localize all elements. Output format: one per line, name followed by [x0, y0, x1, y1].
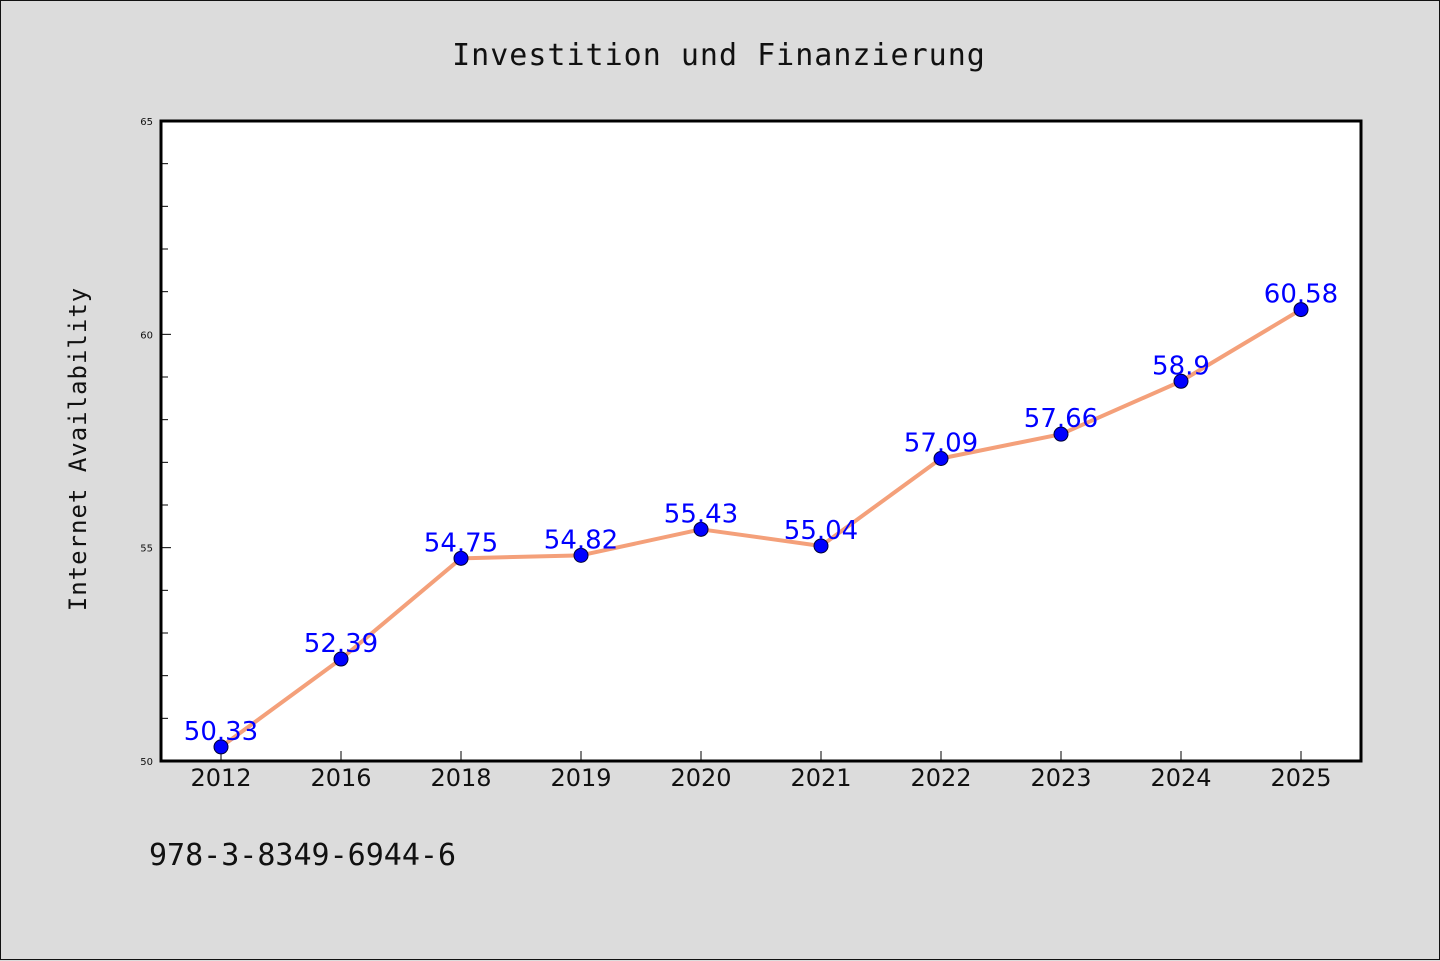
- data-point: [933, 450, 949, 466]
- x-tick-label: 2025: [1270, 764, 1331, 792]
- data-label: 57.09: [904, 428, 978, 458]
- data-label: 54.82: [544, 525, 618, 555]
- x-tick-label: 2020: [670, 764, 731, 792]
- data-label: 50.33: [184, 717, 258, 747]
- data-point: [1173, 373, 1189, 389]
- data-label: 60.58: [1264, 280, 1338, 310]
- x-tick-label: 2016: [310, 764, 371, 792]
- x-tick-label: 2022: [910, 764, 971, 792]
- y-tick-label: 55: [140, 544, 153, 555]
- x-tick-label: 2024: [1150, 764, 1211, 792]
- data-point: [693, 521, 709, 537]
- data-point: [573, 547, 589, 563]
- x-tick-label: 2018: [430, 764, 491, 792]
- x-tick-label: 2012: [190, 764, 251, 792]
- x-tick-label: 2023: [1030, 764, 1091, 792]
- data-label: 58.9: [1152, 351, 1210, 381]
- plot-area: [161, 121, 1361, 761]
- data-label: 57.66: [1024, 404, 1098, 434]
- data-label: 54.75: [424, 528, 498, 558]
- y-tick-label: 60: [140, 330, 153, 341]
- series-line: [219, 307, 1303, 749]
- x-tick-label: 2019: [550, 764, 611, 792]
- data-point: [813, 538, 829, 554]
- data-point: [213, 739, 229, 755]
- x-tick-label: 2021: [790, 764, 851, 792]
- chart-title: Investition und Finanzierung: [452, 38, 986, 73]
- y-axis-label: Internet Availability: [64, 287, 92, 611]
- y-tick-label: 65: [140, 117, 153, 128]
- data-label: 55.04: [784, 516, 858, 546]
- y-tick-label: 50: [140, 757, 153, 768]
- footer-code: 978-3-8349-6944-6: [149, 838, 456, 873]
- data-label: 52.39: [304, 629, 378, 659]
- data-point: [333, 651, 349, 667]
- data-point: [1293, 302, 1309, 318]
- plot-border: [159, 119, 1363, 763]
- data-point: [453, 550, 469, 566]
- data-label: 55.43: [664, 499, 738, 529]
- series-group: 50.33 52.39 54.75 54.82 55.43 55.04 57.09 57.66…: [184, 280, 1338, 755]
- x-axis: 2012 2016 2018 2019 2020 2021 2022 2023 2024 2025: [190, 751, 1332, 792]
- data-point: [1053, 426, 1069, 442]
